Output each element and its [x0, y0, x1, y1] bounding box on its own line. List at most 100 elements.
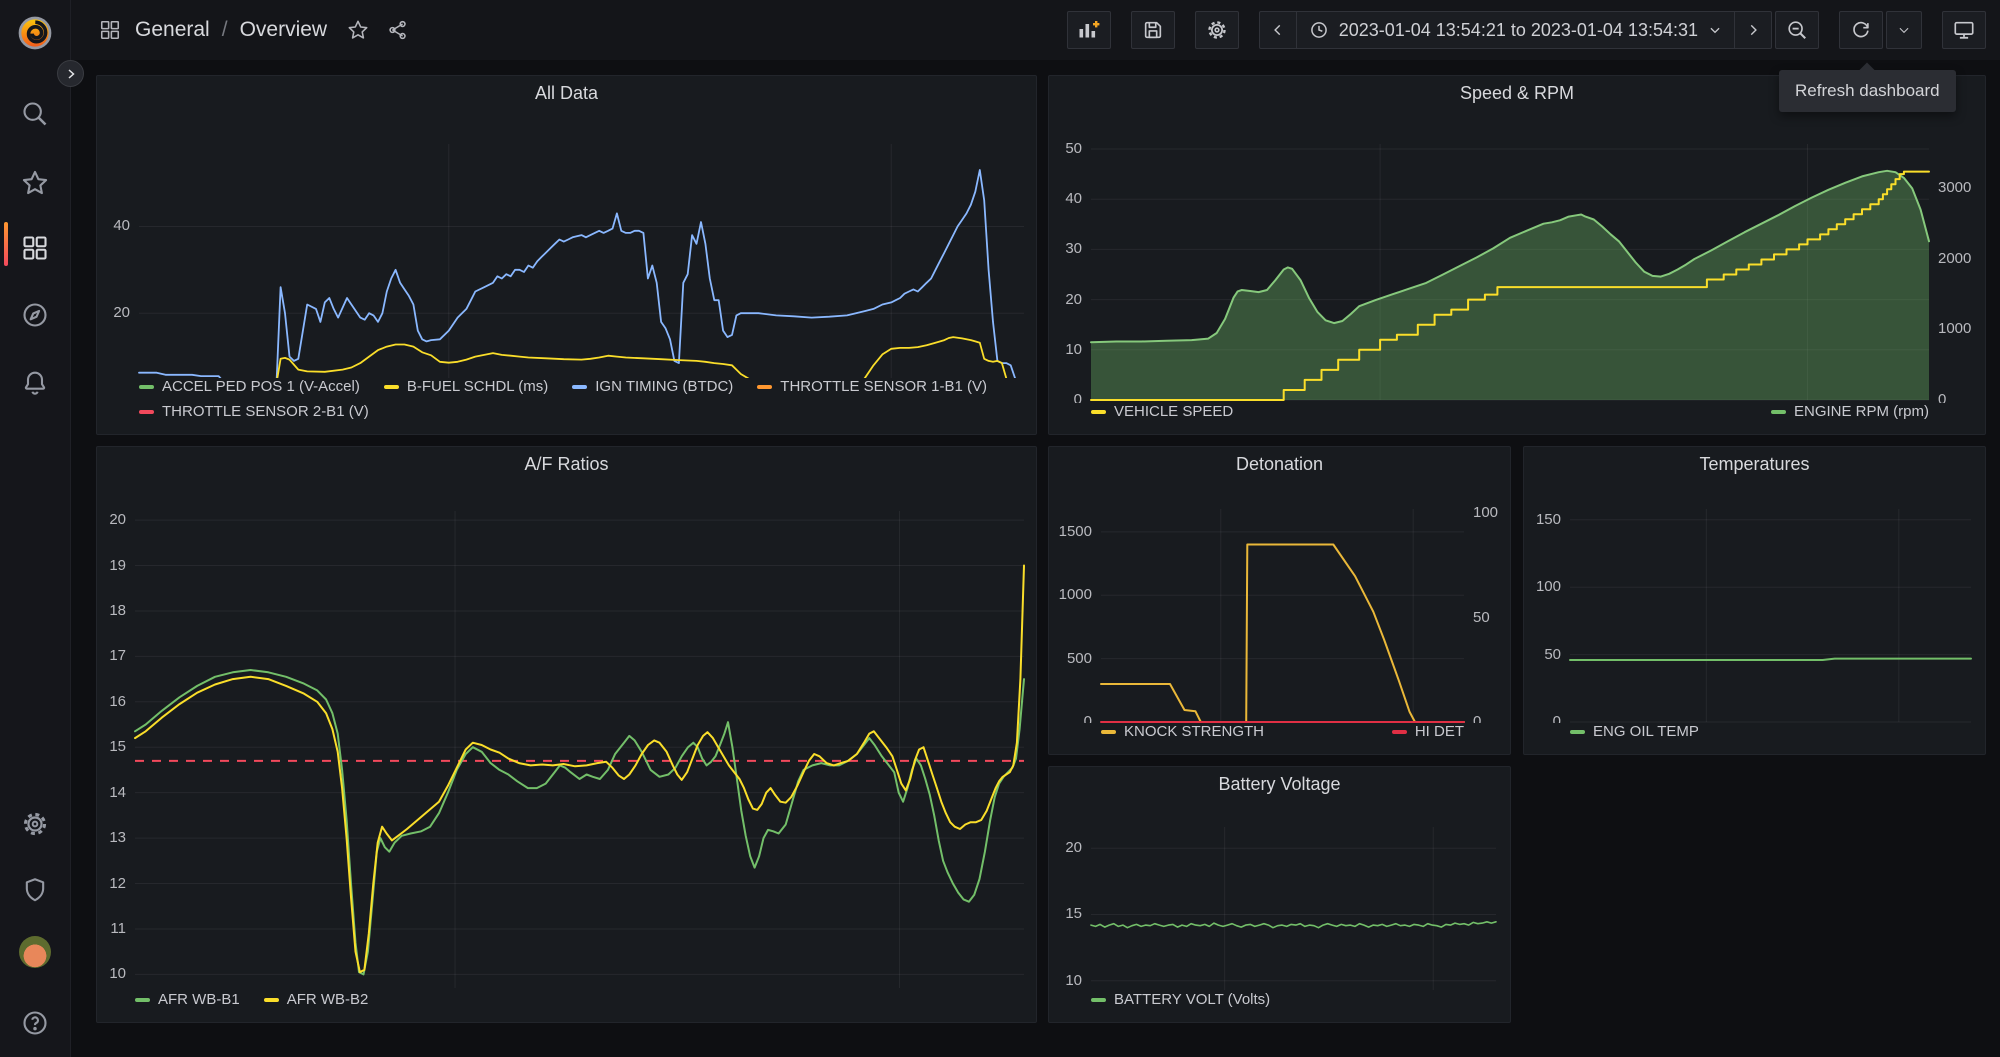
y-axis-tick: 40 — [113, 217, 130, 235]
y-axis-tick: 13 — [109, 829, 126, 847]
legend-swatch — [1091, 409, 1106, 414]
legend-item[interactable]: B-FUEL SCHDL (ms) — [383, 378, 549, 395]
help-icon[interactable] — [17, 1005, 53, 1041]
explore-compass-icon[interactable] — [17, 297, 53, 333]
legend-item[interactable]: AFR WB-B2 — [263, 991, 368, 1008]
legend-label: IGN TIMING (BTDC) — [595, 378, 734, 395]
legend-item[interactable]: AFR WB-B1 — [135, 991, 240, 1008]
y-axis-tick: 14 — [109, 783, 126, 801]
panel-battery-voltage: Battery Voltage 10152013:54:2513:54:30 B… — [1048, 766, 1511, 1023]
legend-item[interactable]: IGN TIMING (BTDC) — [572, 378, 733, 395]
active-section-indicator — [4, 222, 8, 266]
cycle-view-mode-button[interactable] — [1942, 11, 1986, 49]
dashboards-icon[interactable] — [17, 230, 53, 266]
admin-shield-icon[interactable] — [17, 872, 53, 908]
grafana-logo[interactable] — [17, 15, 53, 51]
starred-dashboards-icon[interactable] — [17, 165, 53, 201]
search-icon[interactable] — [17, 96, 53, 132]
chart-canvas — [1569, 509, 1972, 723]
battery-voltage-legend: BATTERY VOLT (Volts) — [1049, 991, 1510, 1022]
y-axis-tick: 50 — [1065, 140, 1082, 158]
panel-title[interactable]: A/F Ratios — [524, 453, 609, 474]
y2-axis-tick: 2000 — [1938, 249, 1972, 267]
legend-item[interactable]: KNOCK STRENGTH — [1101, 723, 1264, 740]
legend-item[interactable]: THROTTLE SENSOR 1-B1 (V) — [757, 378, 987, 395]
dashboard-grid-icon — [95, 15, 125, 45]
y-axis-tick: 40 — [1065, 190, 1082, 208]
chart-canvas — [1100, 509, 1465, 723]
series-line — [1090, 170, 1930, 401]
series-line — [134, 564, 1025, 974]
legend-item[interactable]: ENGINE RPM (rpm) — [1771, 403, 1929, 420]
y2-axis-tick: 100 — [1473, 504, 1499, 522]
user-avatar[interactable] — [19, 936, 51, 968]
y-axis-tick: 18 — [109, 601, 126, 619]
y-axis-tick: 16 — [109, 692, 126, 710]
sidebar — [0, 0, 71, 1057]
y2-axis-tick: 1000 — [1938, 320, 1972, 338]
share-icon[interactable] — [383, 15, 413, 45]
refresh-interval-dropdown[interactable] — [1886, 11, 1922, 49]
series-area — [1091, 170, 1929, 400]
zoom-out-time-button[interactable] — [1775, 11, 1819, 49]
dashboard-settings-button[interactable] — [1194, 11, 1239, 49]
chart-canvas — [134, 511, 1025, 988]
y-axis-tick: 11 — [110, 919, 126, 937]
panel-title[interactable]: Temperatures — [1699, 453, 1810, 474]
chart-canvas — [1090, 144, 1930, 401]
y-axis-tick: 100 — [1535, 578, 1561, 596]
panel-title[interactable]: Battery Voltage — [1218, 773, 1341, 794]
alerting-bell-icon[interactable] — [17, 365, 53, 401]
af-ratios-legend: AFR WB-B1 AFR WB-B2 — [97, 991, 1036, 1022]
breadcrumb-section[interactable]: General — [135, 18, 210, 41]
legend-item[interactable]: VEHICLE SPEED — [1091, 403, 1233, 420]
breadcrumb-page[interactable]: Overview — [239, 18, 328, 41]
legend-swatch — [1771, 409, 1786, 414]
legend-item[interactable]: HI DET — [1391, 723, 1464, 740]
legend-item[interactable]: ACCEL PED POS 1 (V-Accel) — [139, 378, 360, 395]
sidebar-expand-button[interactable] — [57, 60, 84, 87]
panel-title[interactable]: All Data — [534, 82, 599, 103]
panel-title[interactable]: Detonation — [1235, 453, 1324, 474]
temperatures-legend: ENG OIL TEMP — [1524, 723, 1985, 754]
y2-axis-tick: 3000 — [1938, 179, 1972, 197]
y-axis-tick: 50 — [1544, 645, 1561, 663]
y-axis-tick: 12 — [109, 874, 126, 892]
legend-swatch — [572, 384, 588, 389]
time-range-back-button[interactable] — [1260, 12, 1297, 48]
refresh-dashboard-button[interactable] — [1839, 11, 1883, 49]
settings-gear-icon[interactable] — [17, 806, 53, 842]
legend-item[interactable]: ENG OIL TEMP — [1570, 723, 1699, 740]
panel-all-data: All Data 0204013:54:2513:54:30 ACCEL PED… — [96, 75, 1037, 435]
time-range-button[interactable]: 2023-01-04 13:54:21 to 2023-01-04 13:54:… — [1297, 12, 1734, 48]
legend-item[interactable]: BATTERY VOLT (Volts) — [1091, 991, 1270, 1008]
y-axis-tick: 0 — [1073, 391, 1082, 403]
favorite-star-icon[interactable] — [343, 15, 373, 45]
legend-label: B-FUEL SCHDL (ms) — [406, 378, 549, 395]
y-axis-tick: 0 — [1552, 713, 1561, 723]
temperatures-chart: 05010015013:54:2513:54:30 — [1524, 481, 1985, 723]
y2-axis-tick: 0 — [1938, 391, 1947, 403]
all-data-chart: 0204013:54:2513:54:30 — [97, 110, 1036, 378]
refresh-tooltip: Refresh dashboard — [1779, 70, 1956, 112]
panel-speed-rpm: Speed & RPM 01020304050010002000300013:5… — [1048, 75, 1986, 435]
save-dashboard-button[interactable] — [1130, 11, 1175, 49]
af-ratios-chart: 101112131415161718192013:54:2513:54:30 — [97, 481, 1036, 991]
y2-axis-tick: 0 — [1473, 713, 1482, 723]
y-axis-tick: 15 — [1065, 905, 1082, 923]
legend-label: THROTTLE SENSOR 1-B1 (V) — [780, 378, 987, 395]
legend-item[interactable]: THROTTLE SENSOR 2-B1 (V) — [139, 403, 369, 420]
y-axis-tick: 19 — [109, 556, 126, 574]
legend-swatch — [139, 384, 154, 389]
y-axis-tick: 10 — [1065, 971, 1082, 989]
legend-swatch — [139, 409, 154, 414]
y2-axis-tick: 50 — [1473, 608, 1490, 626]
panel-temperatures: Temperatures 05010015013:54:2513:54:30 E… — [1523, 446, 1986, 755]
legend-label: KNOCK STRENGTH — [1124, 723, 1265, 740]
panel-title[interactable]: Speed & RPM — [1459, 82, 1575, 103]
legend-label: BATTERY VOLT (Volts) — [1114, 991, 1271, 1008]
time-range-text: 2023-01-04 13:54:21 to 2023-01-04 13:54:… — [1338, 19, 1698, 40]
chart-canvas — [1090, 827, 1497, 990]
time-range-forward-button[interactable] — [1734, 12, 1771, 48]
add-panel-button[interactable] — [1066, 11, 1111, 49]
